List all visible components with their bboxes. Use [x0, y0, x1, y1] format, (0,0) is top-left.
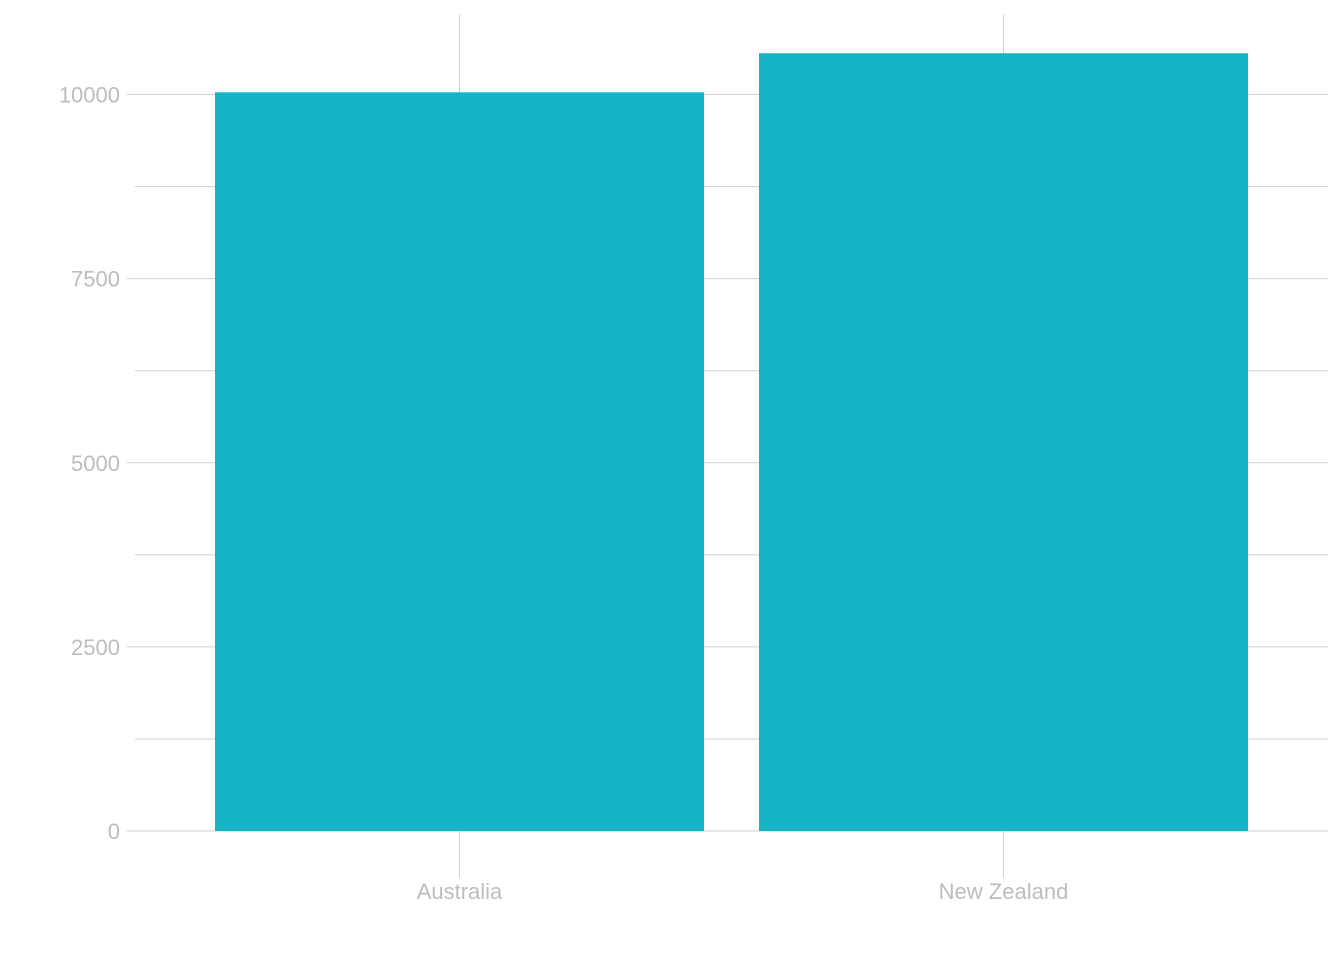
- x-axis-ticks: Australia New Zealand: [417, 879, 1069, 904]
- y-axis-ticks: 0 2500 5000 7500 10000: [59, 83, 120, 845]
- y-tick-label: 0: [108, 819, 120, 844]
- y-tick-label: 7500: [71, 267, 120, 292]
- x-tick-label: New Zealand: [939, 879, 1069, 904]
- y-tick-label: 5000: [71, 451, 120, 476]
- bar-australia: [215, 92, 704, 831]
- y-tick-label: 10000: [59, 83, 120, 108]
- y-tick-label: 2500: [71, 635, 120, 660]
- x-tick-label: Australia: [417, 879, 503, 904]
- bar-new-zealand: [759, 53, 1248, 832]
- bars: [215, 53, 1248, 832]
